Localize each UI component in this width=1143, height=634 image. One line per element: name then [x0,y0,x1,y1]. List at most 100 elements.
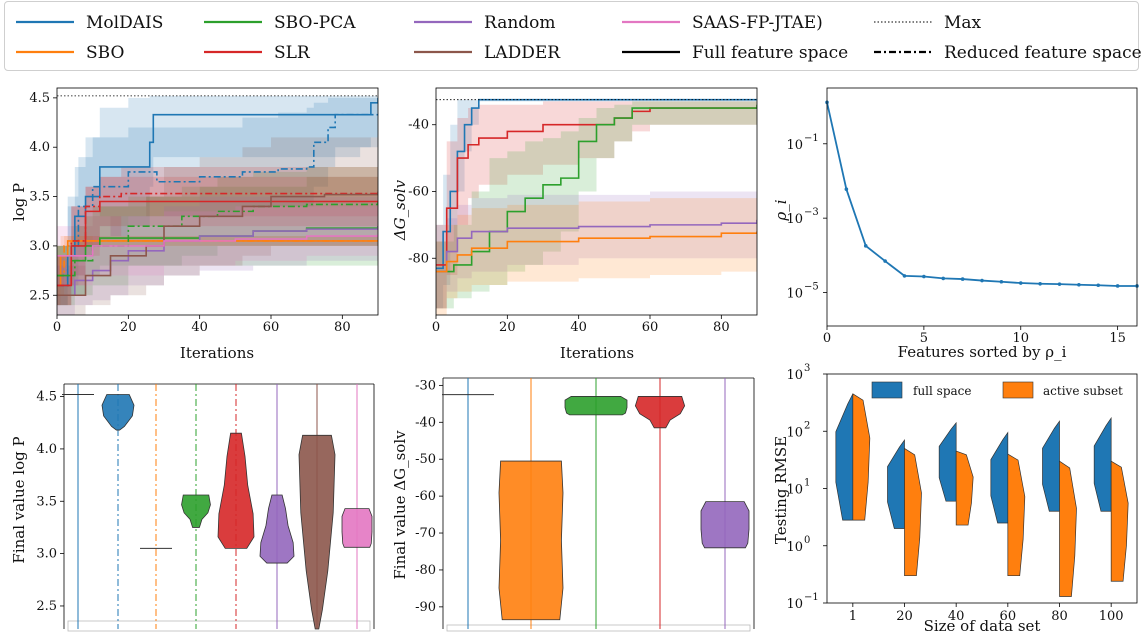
violin-body-full-space [990,431,1009,524]
violin-body-active-subset [955,450,974,526]
legend-label: Reduced feature space [944,43,1142,63]
confidence-band [57,196,378,315]
confidence-band [436,99,757,309]
legend-label: active subset [1043,384,1123,398]
x-tick-label: 100 [1099,609,1124,624]
violin-body-full-space [887,439,905,529]
y-tick-label: 10 [786,138,803,153]
plot-area [436,98,757,315]
legend-box [4,1,1139,71]
violin-body-active-subset [852,393,871,521]
legend-swatch-full-space [871,381,903,399]
y-tick-label: 10 [786,425,803,440]
y-tick-label: -60 [408,184,429,199]
violin-body-active-subset [1059,460,1077,597]
y-tick-label: 4.5 [29,91,50,106]
y-tick-label: 10 [786,483,803,498]
violin-body [634,396,686,429]
y-tick-label: 2.5 [36,599,57,614]
y-tick-label-group: 10 1 [786,478,810,498]
y-tick-label: -80 [408,251,429,266]
data-point [999,279,1004,284]
series-line [436,231,757,273]
series-line [57,226,378,297]
data-point [980,278,984,283]
violin-group [62,384,373,630]
violin-group [835,393,1129,597]
confidence-band [57,236,378,296]
x-tick-label: 10 [1012,331,1029,346]
axes-frame [435,87,758,316]
violin-body-full-space [1093,416,1112,512]
data-point [960,277,965,281]
violin-body-full-space [938,421,957,502]
y-tick-label: 3.5 [29,190,50,205]
y-tick-exponent: 2 [804,420,810,431]
violin-body-active-subset [904,447,922,577]
series-line [436,219,757,273]
x-tick-label: 0 [53,320,61,335]
y-tick-exponent: 0 [804,535,810,546]
data-point [1077,282,1081,287]
y-tick-label: 4.0 [36,442,57,457]
x-tick-label: 40 [948,609,965,624]
legend-label: MolDAIS [86,13,163,33]
series-line [57,234,378,257]
y-tick-label: 3.0 [36,547,57,562]
violin-body [498,460,564,621]
axes-frame [826,87,1138,327]
confidence-band [57,137,378,315]
confidence-band [436,101,757,309]
x-tick-label: 0 [823,331,831,346]
violin-group [442,378,750,629]
x-axis-label: Iterations [180,344,254,362]
data-point [1096,283,1101,288]
legend-label: SBO-PCA [274,13,356,33]
y-tick-label-group: 10 −1 [786,592,818,612]
violin-body-active-subset [1007,453,1026,577]
y-tick-label-group: 10 −5 [786,282,818,302]
legend-swatch-active-subset [1002,381,1034,399]
x-tick-label: 80 [334,320,351,335]
y-tick-label: -50 [415,452,436,467]
x-tick-label: 20 [896,609,913,624]
data-point [863,244,868,248]
data-point [844,187,849,192]
y-tick-exponent: −1 [804,592,819,603]
inner-legend-stub [67,620,371,632]
data-point [883,259,887,263]
series-line [436,98,757,270]
legend-label: Random [484,13,556,33]
x-axis-label: Features sorted by ρ_i [898,343,1067,361]
x-tick-label: 60 [263,320,280,335]
x-tick-label: 80 [1051,609,1068,624]
y-tick-label: -30 [415,378,436,393]
y-tick-exponent: −1 [804,133,819,144]
y-axis-label: ρ_i [772,199,790,221]
confidence-band [57,201,378,286]
x-tick-label: 60 [1000,609,1017,624]
legend-label: SAAS-FP-JTAE) [692,13,823,33]
y-tick-label: 2.5 [29,288,50,303]
series-line [826,102,1137,287]
violin-body [341,508,373,548]
legend-label: Full feature space [692,43,848,63]
plot-area [57,95,378,315]
y-tick-label: 4.5 [36,390,57,405]
y-tick-label: 10 [786,597,803,612]
violin-body-full-space [1042,420,1060,512]
y-tick-label-group: 10 −1 [786,133,818,153]
violin-body-active-subset [1110,460,1129,582]
x-tick-label: 5 [920,331,928,346]
confidence-band [436,198,757,315]
x-tick-label: 20 [499,320,516,335]
legend-label: SBO [86,43,124,63]
legend-label: SLR [274,43,311,63]
inner-legend-stub [446,624,751,632]
x-tick-label: 0 [432,320,440,335]
axes-frame [826,373,1138,604]
x-tick-label: 15 [1109,331,1126,346]
y-tick-label: 10 [786,287,803,302]
x-tick-label: 60 [642,320,659,335]
